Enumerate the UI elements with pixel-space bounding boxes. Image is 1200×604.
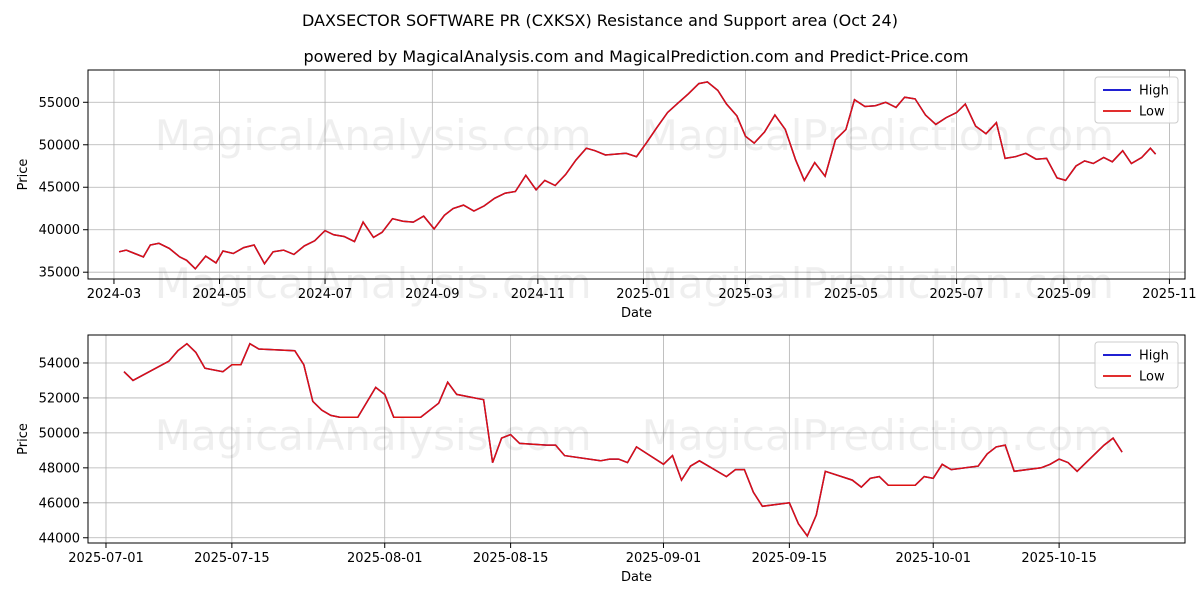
x-tick-label: 2025-01 — [616, 287, 670, 302]
watermark-analysis: MagicalAnalysis.com — [155, 411, 592, 460]
top-chart: MagicalAnalysis.com MagicalPrediction.com… — [16, 69, 1197, 321]
legend-label-high: High — [1139, 349, 1169, 364]
y-axis: 35000 40000 45000 50000 55000 Price — [16, 96, 88, 281]
x-tick-label: 2025-09-01 — [626, 551, 702, 566]
y-tick-label: 50000 — [39, 426, 80, 441]
x-tick-label: 2024-07 — [298, 287, 352, 302]
y-tick-label: 35000 — [39, 266, 80, 281]
x-tick-label: 2025-07 — [929, 287, 983, 302]
watermark-prediction: MagicalPrediction.com — [642, 259, 1115, 308]
y-tick-label: 52000 — [39, 391, 80, 406]
x-tick-label: 2025-11 — [1142, 287, 1196, 302]
x-axis-label: Date — [621, 306, 652, 321]
x-tick-label: 2025-03 — [718, 287, 772, 302]
y-tick-label: 48000 — [39, 461, 80, 476]
watermarks: MagicalAnalysis.com MagicalPrediction.com — [155, 411, 1114, 460]
watermark-analysis: MagicalAnalysis.com — [155, 259, 592, 308]
y-tick-label: 45000 — [39, 181, 80, 196]
plot-frame — [87, 334, 1186, 544]
grid — [88, 70, 1185, 279]
y-axis-label: Price — [16, 159, 31, 191]
watermarks: MagicalAnalysis.com MagicalPrediction.com… — [155, 111, 1114, 308]
series-line-low — [123, 342, 1123, 538]
chart-subtitle: powered by MagicalAnalysis.com and Magic… — [303, 47, 968, 66]
x-tick-label: 2025-07-15 — [194, 551, 270, 566]
x-tick-label: 2025-09 — [1037, 287, 1091, 302]
y-tick-label: 54000 — [39, 356, 80, 371]
x-tick-label: 2024-11 — [511, 287, 565, 302]
x-axis-label: Date — [621, 570, 652, 585]
y-tick-label: 55000 — [39, 96, 80, 111]
x-tick-label: 2025-08-01 — [347, 551, 423, 566]
y-axis-label: Price — [16, 423, 31, 455]
watermark-analysis: MagicalAnalysis.com — [155, 111, 592, 160]
watermark-prediction: MagicalPrediction.com — [642, 411, 1115, 460]
series-line-low — [118, 81, 1157, 270]
grid — [88, 335, 1185, 543]
x-axis: 2025-07-01 2025-07-15 2025-08-01 2025-08-15… — [68, 543, 1097, 585]
x-tick-label: 2024-03 — [87, 287, 141, 302]
legend-label-low: Low — [1139, 370, 1165, 385]
y-tick-label: 46000 — [39, 496, 80, 511]
x-tick-label: 2025-10-15 — [1021, 551, 1097, 566]
x-tick-label: 2025-10-01 — [895, 551, 971, 566]
x-tick-label: 2025-07-01 — [68, 551, 144, 566]
watermark-prediction: MagicalPrediction.com — [642, 111, 1115, 160]
y-axis: 44000 46000 48000 50000 52000 54000 Price — [16, 356, 88, 546]
x-tick-label: 2025-09-15 — [752, 551, 828, 566]
x-axis: 2024-03 2024-05 2024-07 2024-09 2024-11 2025-… — [87, 279, 1197, 321]
x-tick-label: 2025-05 — [824, 287, 878, 302]
plot-frame — [87, 69, 1186, 280]
series-line-high — [118, 81, 1157, 270]
y-tick-label: 50000 — [39, 138, 80, 153]
chart-title: DAXSECTOR SOFTWARE PR (CXKSX) Resistance… — [302, 11, 898, 30]
x-tick-label: 2024-05 — [192, 287, 246, 302]
x-tick-label: 2024-09 — [405, 287, 459, 302]
bottom-chart: MagicalAnalysis.com MagicalPrediction.com… — [16, 334, 1186, 585]
x-tick-label: 2025-08-15 — [473, 551, 549, 566]
legend-label-low: Low — [1139, 105, 1165, 120]
legend-label-high: High — [1139, 84, 1169, 99]
y-tick-label: 40000 — [39, 223, 80, 238]
y-tick-label: 44000 — [39, 531, 80, 546]
legend: High Low — [1094, 341, 1179, 389]
legend: High Low — [1094, 76, 1179, 124]
